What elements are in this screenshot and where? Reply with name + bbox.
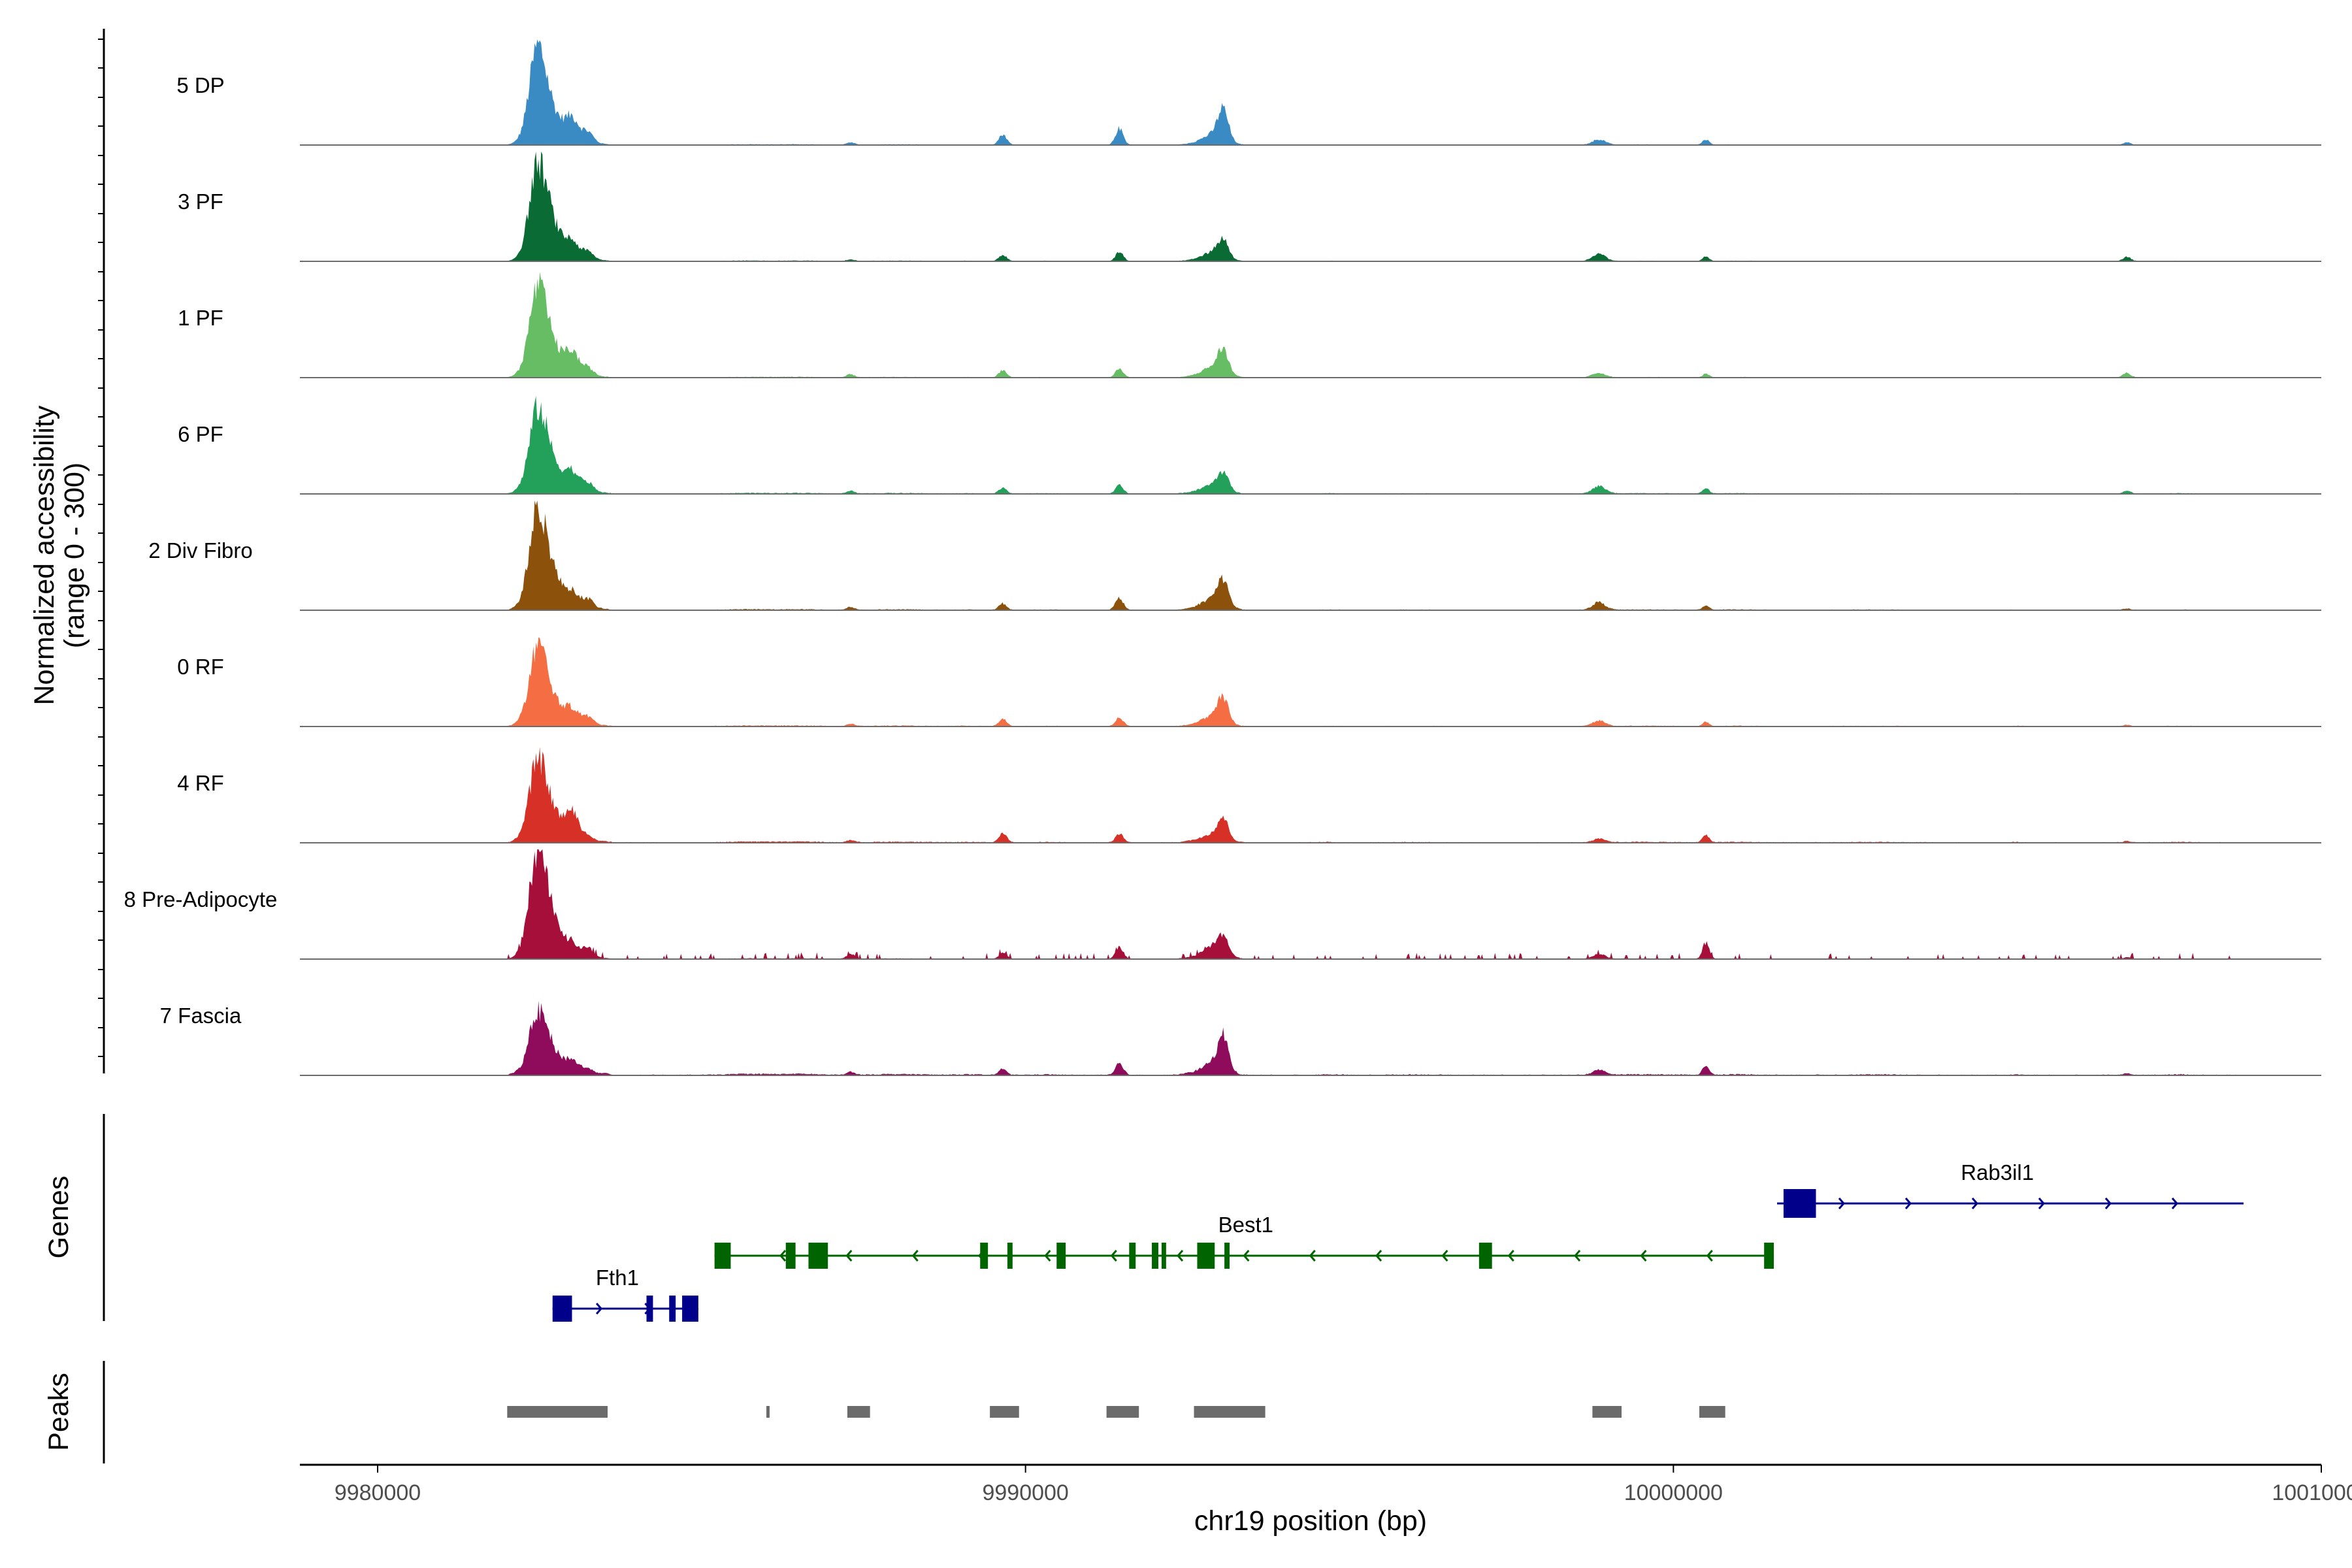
exon (808, 1243, 828, 1269)
exon (1783, 1189, 1816, 1218)
strand-arrow (1640, 1250, 1647, 1262)
coverage-area (507, 637, 2243, 727)
exon (1161, 1243, 1166, 1269)
exon (682, 1296, 698, 1322)
gene-label: Fth1 (596, 1266, 639, 1290)
coverage-area (507, 152, 2243, 261)
coverage-tracks: 5 DP 3 PF 1 PF 6 PF 2 Div Fibro 0 RF 4 RF 8 Pre… (124, 39, 2321, 1076)
y-axis-title-line1: Normalized accessibility (29, 405, 60, 705)
peak-region (766, 1406, 770, 1418)
strand-arrow (1904, 1198, 1912, 1209)
track-label: 7 Fascia (160, 1004, 242, 1028)
track-2-div-fibro: 2 Div Fibro (148, 500, 2321, 611)
track-1-pf: 1 PF (178, 272, 2321, 378)
x-axis-title: chr19 position (bp) (1194, 1505, 1427, 1537)
exon (1152, 1243, 1158, 1269)
peak-region (1194, 1406, 1266, 1418)
strand-arrow (1706, 1250, 1713, 1262)
coverage-area (507, 39, 2243, 146)
gene-fth1: Fth1 (552, 1266, 698, 1322)
strand-arrow (911, 1250, 919, 1262)
strand-arrow (1177, 1250, 1184, 1262)
x-tick-label: 10000000 (1624, 1480, 1723, 1505)
gene-annotation-track: Fth1 Best1 Rab3il1 (552, 1160, 2244, 1322)
peaks-track (507, 1406, 1725, 1418)
strand-arrow (595, 1303, 603, 1315)
peak-region (507, 1406, 608, 1418)
track-label: 4 RF (177, 771, 224, 795)
track-label: 5 DP (176, 73, 224, 97)
exon (1129, 1243, 1136, 1269)
strand-arrow (2038, 1198, 2045, 1209)
strand-arrow (2104, 1198, 2112, 1209)
peak-region (847, 1406, 870, 1418)
track-3-pf: 3 PF (178, 152, 2321, 262)
y-axis-title-line2: (range 0 - 300) (59, 463, 90, 648)
coverage-area (507, 396, 2243, 494)
track-5-dp: 5 DP (176, 39, 2321, 146)
strand-arrow (1110, 1250, 1117, 1262)
exon (1478, 1243, 1492, 1269)
track-label: 1 PF (178, 306, 223, 330)
genes-panel-label: Genes (43, 1176, 74, 1259)
strand-arrow (845, 1250, 853, 1262)
track-7-fascia: 7 Fascia (160, 1000, 2321, 1076)
gene-label: Rab3il1 (1961, 1160, 2034, 1184)
exon (1764, 1243, 1774, 1269)
strand-arrow (2171, 1198, 2178, 1209)
coverage-area (507, 849, 2243, 959)
coverage-area (507, 1000, 2243, 1075)
strand-arrow (1838, 1198, 1845, 1209)
exon (1224, 1243, 1230, 1269)
gene-best1: Best1 (714, 1213, 1774, 1269)
axes: 9980000 9990000 10000000 10010000 chr19 pos… (29, 29, 2352, 1537)
track-6-pf: 6 PF (178, 396, 2321, 495)
strand-arrow (1243, 1250, 1250, 1262)
track-label: 0 RF (177, 655, 224, 679)
coverage-area (507, 747, 2243, 843)
track-0-rf: 0 RF (177, 637, 2321, 727)
strand-arrow (1309, 1250, 1316, 1262)
x-tick-label: 9980000 (335, 1480, 421, 1505)
track-label: 2 Div Fibro (148, 538, 253, 563)
peak-region (1592, 1406, 1622, 1418)
track-label: 3 PF (178, 189, 223, 214)
x-axis-ticks: 9980000 9990000 10000000 10010000 (335, 1465, 2352, 1505)
strand-arrow (1507, 1250, 1514, 1262)
exon (980, 1243, 988, 1269)
peak-region (990, 1406, 1019, 1418)
exon (646, 1296, 653, 1322)
x-tick-label: 9990000 (982, 1480, 1068, 1505)
strand-arrow (779, 1250, 787, 1262)
exon (785, 1243, 796, 1269)
strand-arrow (1441, 1250, 1448, 1262)
exon (1056, 1243, 1066, 1269)
exon (669, 1296, 676, 1322)
peak-region (1699, 1406, 1725, 1418)
coverage-area (507, 272, 2243, 378)
track-8-pre-adipocyte: 8 Pre-Adipocyte (124, 849, 2321, 960)
peaks-panel-label: Peaks (43, 1373, 74, 1451)
coverage-area (507, 500, 2243, 610)
strand-arrow (1375, 1250, 1382, 1262)
exon (1197, 1243, 1215, 1269)
exon (1007, 1243, 1013, 1269)
strand-arrow (1574, 1250, 1581, 1262)
track-label: 6 PF (178, 422, 223, 446)
exon (714, 1243, 731, 1269)
strand-arrow (1044, 1250, 1051, 1262)
track-label: 8 Pre-Adipocyte (124, 887, 278, 911)
peak-region (1106, 1406, 1139, 1418)
strand-arrow (1971, 1198, 1978, 1209)
track-4-rf: 4 RF (177, 747, 2321, 843)
x-tick-label: 10010000 (2272, 1480, 2352, 1505)
gene-rab3il1: Rab3il1 (1777, 1160, 2244, 1218)
gene-label: Best1 (1218, 1213, 1273, 1237)
exon (552, 1296, 572, 1322)
